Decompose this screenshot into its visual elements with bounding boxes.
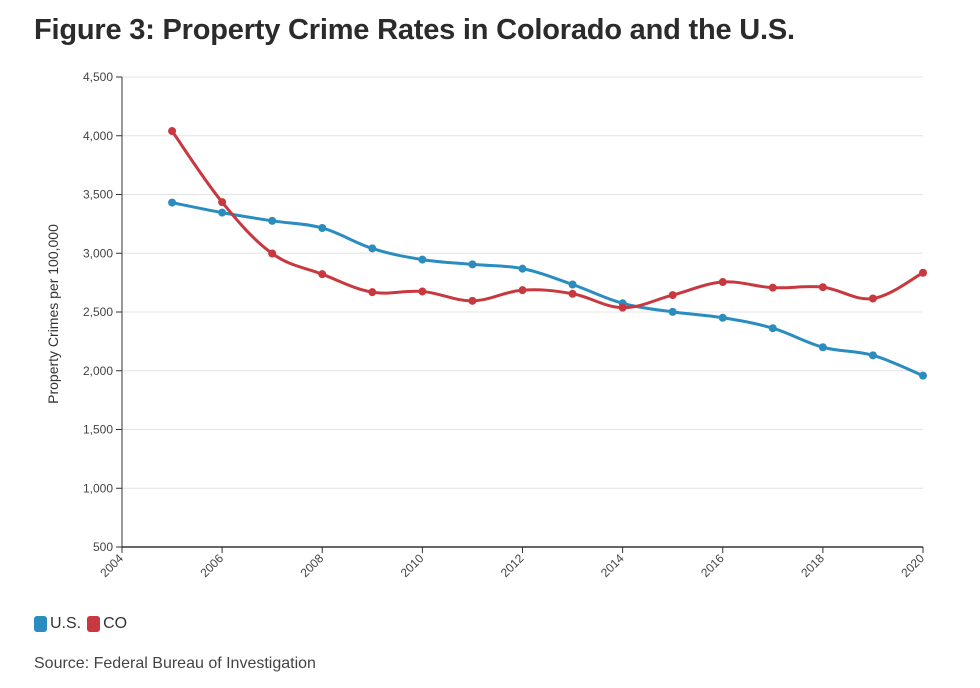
data-point-co — [919, 268, 927, 277]
data-point-us — [768, 324, 777, 333]
legend-label-co: CO — [103, 615, 128, 632]
source-note: Source: Federal Bureau of Investigation — [34, 655, 316, 672]
y-tick-label: 3,500 — [83, 188, 113, 202]
data-point-us — [468, 260, 477, 269]
data-point-co — [168, 127, 177, 136]
series-line-co — [170, 129, 925, 310]
y-tick-label: 4,500 — [83, 70, 113, 84]
legend: U.S. CO — [34, 615, 133, 633]
chart-title: Figure 3: Property Crime Rates in Colora… — [34, 14, 795, 46]
data-point-co — [618, 303, 627, 312]
data-point-co — [368, 288, 377, 297]
y-tick-label: 1,500 — [83, 423, 113, 437]
data-point-co — [568, 289, 577, 298]
x-tick-label: 2018 — [798, 551, 827, 580]
data-point-us — [568, 280, 577, 289]
data-point-us — [818, 343, 827, 352]
data-point-co — [668, 291, 677, 300]
data-point-us — [518, 264, 527, 273]
series-line-us — [170, 201, 925, 378]
data-point-us — [318, 223, 327, 232]
data-point-co — [818, 283, 827, 292]
data-point-co — [518, 286, 527, 295]
data-point-us — [218, 208, 227, 217]
line-chart: 500 1,000 1,500 2,000 2,500 3,000 3,500 4,000 4,… — [45, 70, 927, 580]
data-point-co — [268, 249, 277, 258]
legend-label-us: U.S. — [50, 615, 82, 632]
data-point-us — [368, 244, 377, 253]
y-tick-label: 2,500 — [83, 305, 113, 319]
data-point-us — [168, 198, 177, 207]
x-tick-label: 2016 — [698, 551, 727, 580]
x-tick-label: 2008 — [298, 551, 327, 580]
data-point-us — [919, 371, 927, 380]
data-point-us — [668, 307, 677, 316]
y-tick-label: 1,000 — [83, 481, 113, 495]
x-tick-label: 2006 — [197, 551, 226, 580]
legend-item-us[interactable]: U.S. — [34, 615, 81, 633]
y-tick-label: 3,000 — [83, 246, 113, 260]
data-point-co — [218, 198, 227, 207]
data-point-co — [318, 270, 327, 279]
data-point-us — [718, 313, 727, 322]
data-point-us — [268, 216, 277, 225]
legend-swatch-us — [34, 616, 47, 632]
y-axis-title: Property Crimes per 100,000 — [45, 224, 61, 404]
data-point-co — [718, 278, 727, 287]
x-tick-label: 2010 — [398, 551, 427, 580]
data-point-co — [868, 294, 877, 303]
y-tick-label: 500 — [93, 540, 113, 554]
legend-item-co[interactable]: CO — [87, 615, 127, 633]
x-tick-label: 2004 — [97, 551, 126, 580]
data-point-us — [418, 255, 427, 264]
y-tick-label: 2,000 — [83, 364, 113, 378]
y-tick-label: 4,000 — [83, 129, 113, 143]
data-point-co — [418, 287, 427, 296]
data-point-us — [868, 351, 877, 360]
data-point-co — [768, 283, 777, 292]
x-tick-label: 2020 — [898, 551, 927, 580]
data-point-co — [468, 296, 477, 305]
x-tick-label: 2012 — [498, 551, 527, 580]
legend-swatch-co — [87, 616, 101, 632]
x-tick-label: 2014 — [598, 551, 627, 580]
